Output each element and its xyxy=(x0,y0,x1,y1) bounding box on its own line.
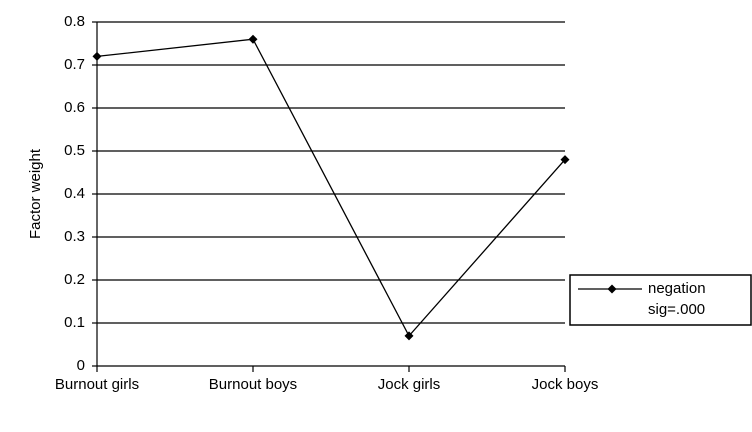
y-tick-label: 0.1 xyxy=(64,314,85,331)
y-axis-label: Factor weight xyxy=(27,148,44,239)
y-tick-label: 0.4 xyxy=(64,185,85,202)
point xyxy=(560,155,570,165)
y-tick-label: 0.6 xyxy=(64,99,85,116)
x-tick-label: Burnout boys xyxy=(209,376,297,393)
y-tick-label: 0.7 xyxy=(64,56,85,73)
x-tick-label: Jock boys xyxy=(532,376,599,393)
line xyxy=(96,38,566,338)
x-tick-label: Burnout girls xyxy=(55,376,139,393)
y-tick-label: 0 xyxy=(77,357,85,374)
point xyxy=(92,51,102,61)
y-tick-label: 0.5 xyxy=(64,142,85,159)
legend xyxy=(569,274,752,326)
y-tick-label: 0.2 xyxy=(64,271,85,288)
legend-marker xyxy=(607,284,617,294)
point xyxy=(248,34,258,44)
x-tick-label: Jock girls xyxy=(378,376,441,393)
legend-note: sig=.000 xyxy=(648,301,705,318)
y-tick-label: 0.8 xyxy=(64,13,85,30)
point xyxy=(404,331,414,341)
y-tick-label: 0.3 xyxy=(64,228,85,245)
legend-label: negation xyxy=(648,280,706,297)
